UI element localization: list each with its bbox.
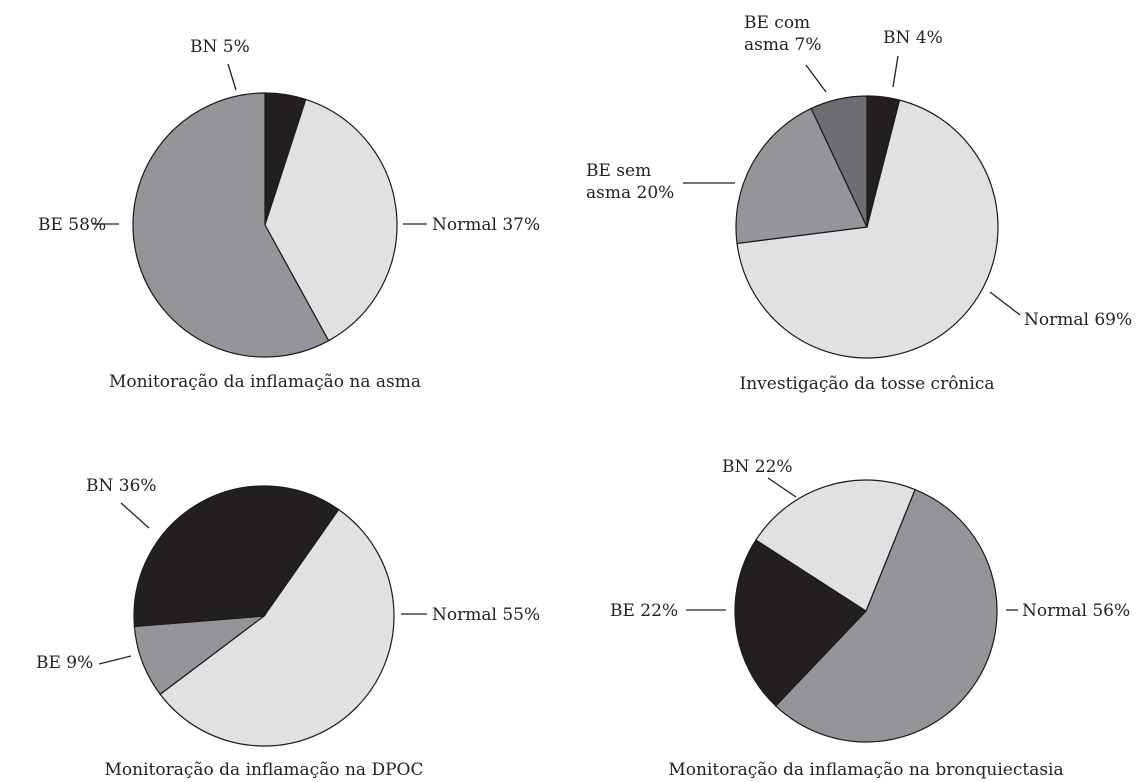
pie-slice (132, 92, 330, 358)
pie-slice (264, 98, 398, 342)
leader-line (98, 655, 132, 665)
chart-caption: Monitoração da inflamação na DPOC (105, 760, 424, 780)
pie-chart-1: BN 5% Normal 37% BE 58% Monitoração da infl… (38, 37, 540, 392)
leader-line (805, 64, 827, 93)
chart-caption: Monitoração da inflamação na bronquiecta… (668, 760, 1063, 780)
slice-label: Normal 55% (432, 605, 540, 625)
slice-label: BN 36% (86, 476, 157, 496)
pie-slice (735, 107, 868, 245)
leader-line (989, 291, 1021, 316)
chart-caption: Investigação da tosse crônica (740, 374, 995, 394)
slice-label: BE com asma 7% (744, 13, 822, 55)
slice-label: BE 22% (610, 601, 678, 621)
leader-line (892, 55, 899, 88)
slice-label: BN 22% (722, 457, 793, 477)
pie-chart-3: Normal 55% BE 9% BN 36% Monitoração da infl… (36, 476, 540, 780)
slice-label: BE 58% (38, 215, 106, 235)
pie-slice (159, 508, 395, 747)
pie-slice (736, 99, 999, 359)
leader-line (227, 63, 237, 91)
slice-label: BN 5% (190, 37, 250, 57)
slice-label: Normal 56% (1022, 601, 1130, 621)
pie-chart-2: BN 4% Normal 69% BE sem asma 20% BE com asma … (586, 13, 1132, 394)
slice-label: Normal 37% (432, 215, 540, 235)
pie-chart-4: Normal 56% BE 22% BN 22% Monitoração da inf… (610, 457, 1130, 780)
slice-label: BE sem asma 20% (586, 161, 674, 203)
pie-slice (774, 488, 998, 743)
pie-slice (133, 485, 340, 628)
leader-line (767, 477, 797, 498)
slice-label: BE 9% (36, 653, 93, 673)
pie-slice (755, 479, 916, 612)
pie-slice (810, 95, 868, 228)
slice-label: Normal 69% (1024, 310, 1132, 330)
pie-slice (734, 539, 867, 707)
leader-line (120, 502, 150, 529)
chart-caption: Monitoração da inflamação na asma (109, 372, 421, 392)
slice-label: BN 4% (883, 28, 943, 48)
